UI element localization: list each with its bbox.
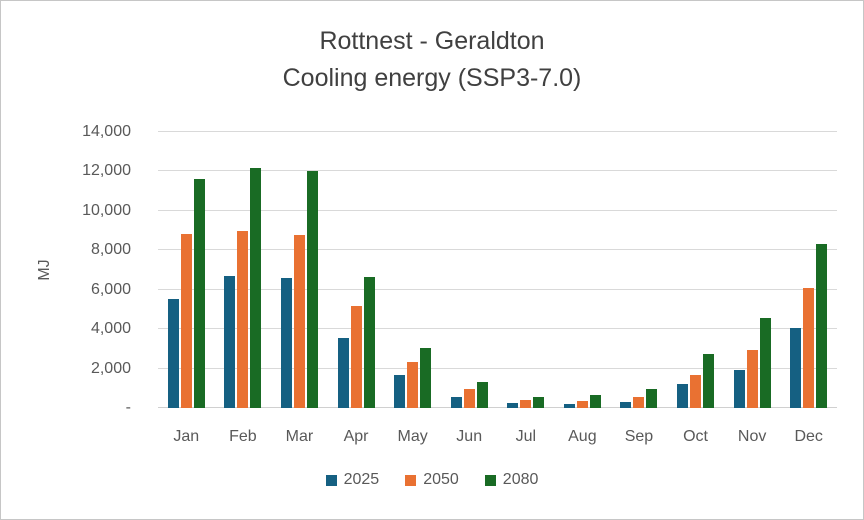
y-tick-label: 8,000 bbox=[90, 241, 131, 259]
bar-apr-2050 bbox=[350, 306, 362, 408]
x-axis-labels: Jan Feb Mar Apr May Jun Jul Aug Sep Oct Nov Dec bbox=[158, 428, 837, 450]
bar-jul-2025 bbox=[507, 403, 519, 408]
bar-jun-2050 bbox=[463, 389, 475, 408]
x-tick-label: Feb bbox=[229, 428, 257, 445]
x-tick-label: Oct bbox=[683, 428, 708, 445]
y-tick-label: 4,000 bbox=[90, 320, 131, 338]
legend-swatch-2050 bbox=[405, 474, 417, 486]
x-tick-label: Mar bbox=[285, 428, 314, 445]
bar-may-2025 bbox=[394, 374, 406, 408]
bar-aug-2025 bbox=[563, 404, 575, 408]
bar-sep-2025 bbox=[620, 402, 632, 408]
y-tick-label: 10,000 bbox=[82, 201, 131, 219]
bar-oct-2080 bbox=[703, 353, 715, 408]
gridline bbox=[158, 209, 837, 211]
y-tick-label: 12,000 bbox=[82, 162, 131, 180]
x-tick-label: Sep bbox=[624, 428, 654, 445]
x-tick-label: Apr bbox=[343, 428, 369, 445]
bar-jul-2080 bbox=[533, 397, 545, 408]
y-tick-label: - bbox=[125, 399, 131, 416]
gridline bbox=[158, 170, 837, 172]
bar-feb-2080 bbox=[250, 168, 262, 408]
legend-item-2050: 2050 bbox=[405, 471, 459, 489]
y-tick-label: 14,000 bbox=[82, 123, 131, 140]
x-tick-label: Jun bbox=[456, 428, 483, 445]
legend-item-2025: 2025 bbox=[325, 471, 380, 489]
x-tick-label: Dec bbox=[794, 428, 823, 445]
x-tick-label: Nov bbox=[737, 428, 767, 445]
x-tick-label: Jul bbox=[515, 428, 537, 445]
bar-dec-2025 bbox=[790, 328, 802, 408]
bar-jan-2050 bbox=[180, 233, 192, 408]
bar-jun-2025 bbox=[450, 397, 462, 408]
x-tick-label: Jan bbox=[173, 428, 200, 445]
plot-area bbox=[158, 131, 837, 408]
bar-may-2080 bbox=[420, 347, 432, 408]
bar-nov-2050 bbox=[746, 349, 758, 408]
bar-nov-2080 bbox=[759, 318, 771, 408]
bar-sep-2050 bbox=[633, 397, 645, 408]
bar-dec-2080 bbox=[816, 244, 828, 408]
legend-swatch-2080 bbox=[484, 474, 496, 486]
y-tick-label: 6,000 bbox=[90, 280, 131, 298]
bar-dec-2050 bbox=[803, 287, 815, 408]
legend-label-2025: 2025 bbox=[343, 471, 380, 488]
legend-label-2050: 2050 bbox=[423, 471, 459, 488]
bar-sep-2080 bbox=[646, 389, 658, 408]
bar-mar-2080 bbox=[306, 171, 318, 408]
chart-title-line2: Cooling energy (SSP3-7.0) bbox=[282, 64, 582, 92]
bar-jan-2025 bbox=[167, 298, 179, 408]
bar-oct-2050 bbox=[690, 374, 702, 408]
bar-aug-2080 bbox=[589, 395, 601, 408]
x-tick-label: Aug bbox=[568, 428, 597, 445]
y-axis-tick-labels: 14,000 12,000 10,000 8,000 6,000 4,000 2,000 - bbox=[1, 123, 131, 416]
bar-jun-2080 bbox=[476, 382, 488, 408]
gridline bbox=[158, 328, 837, 330]
bar-feb-2050 bbox=[237, 230, 249, 408]
bar-mar-2050 bbox=[293, 234, 305, 408]
gridline bbox=[158, 367, 837, 369]
chart-title: Rottnest - Geraldton Cooling energy (SSP… bbox=[1, 23, 863, 97]
x-axis-line bbox=[158, 407, 837, 408]
legend-item-2080: 2080 bbox=[484, 471, 539, 489]
bar-may-2050 bbox=[407, 361, 419, 408]
x-tick-label: May bbox=[397, 428, 428, 445]
gridline bbox=[158, 131, 837, 132]
bar-mar-2025 bbox=[280, 277, 292, 408]
legend-label-2080: 2080 bbox=[502, 471, 539, 488]
legend: 2025 2050 2080 bbox=[1, 471, 863, 489]
legend-swatch-2025 bbox=[325, 474, 337, 486]
gridline bbox=[158, 249, 837, 251]
gridline bbox=[158, 288, 837, 290]
y-tick-label: 2,000 bbox=[90, 359, 131, 377]
bar-jan-2080 bbox=[193, 179, 205, 408]
bar-jul-2050 bbox=[520, 400, 532, 408]
bar-apr-2080 bbox=[363, 276, 375, 408]
bar-aug-2050 bbox=[576, 401, 588, 408]
bar-oct-2025 bbox=[677, 384, 689, 408]
bar-nov-2025 bbox=[733, 369, 745, 408]
bar-feb-2025 bbox=[224, 275, 236, 408]
bar-apr-2025 bbox=[337, 338, 349, 408]
chart-title-line1: Rottnest - Geraldton bbox=[319, 27, 545, 55]
